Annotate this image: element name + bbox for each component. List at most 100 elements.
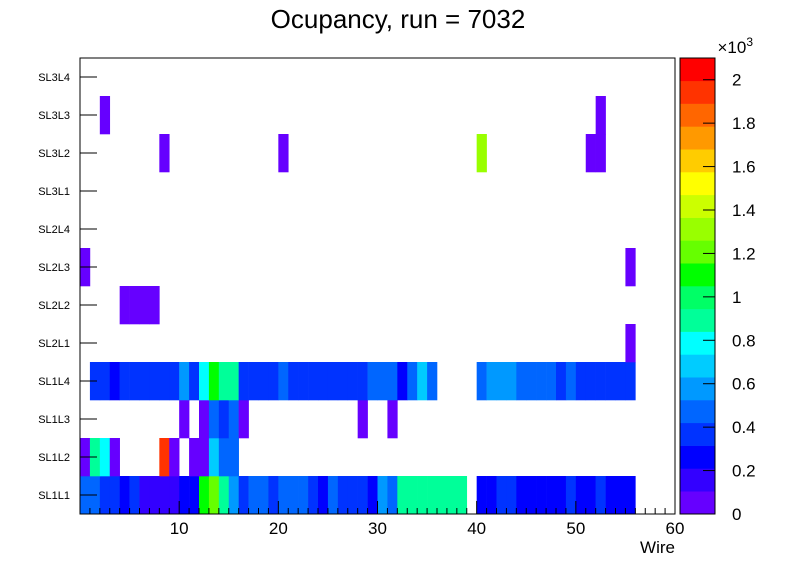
heatmap-cell: [565, 362, 577, 401]
heatmap-cell: [556, 362, 567, 401]
heatmap-cell: [437, 476, 448, 515]
x-tick-label: 60: [666, 519, 685, 538]
heatmap-cell: [109, 438, 120, 477]
heatmap-cell: [417, 362, 428, 401]
heatmap-cell: [129, 362, 140, 401]
heatmap-cell: [585, 476, 596, 515]
heatmap-cell: [159, 134, 170, 173]
heatmap-cell: [496, 362, 507, 401]
heatmap-cell: [179, 476, 190, 515]
heatmap-cell: [298, 362, 309, 401]
y-tick-label: SL2L3: [38, 262, 70, 274]
heatmap-cell: [149, 286, 160, 325]
heatmap-cell: [199, 400, 210, 439]
heatmap-cell: [585, 134, 596, 173]
x-tick-label: 40: [467, 519, 486, 538]
x-tick-label: 10: [170, 519, 189, 538]
z-tick-label: 0.8: [732, 331, 756, 350]
color-scale-segment: [680, 58, 715, 82]
heatmap-cell: [397, 476, 408, 515]
heatmap-cell: [199, 438, 210, 477]
heatmap-cell: [556, 476, 567, 515]
heatmap-cell: [427, 362, 438, 401]
heatmap-cell: [218, 438, 230, 477]
heatmap-cell: [536, 362, 547, 401]
heatmap-cell: [337, 362, 349, 401]
z-tick-label: 0: [732, 505, 741, 524]
color-scale-segment: [680, 354, 715, 378]
heatmap-cell: [446, 476, 458, 515]
heatmap-cell: [298, 476, 309, 515]
x-tick-label: 30: [368, 519, 387, 538]
heatmap-cell: [397, 362, 408, 401]
heatmap-cell: [199, 476, 210, 515]
z-tick-label: 1.6: [732, 158, 756, 177]
heatmap-cell: [625, 362, 636, 401]
heatmap-cell: [417, 476, 428, 515]
heatmap-cell: [119, 286, 130, 325]
heatmap-cell: [615, 476, 626, 515]
heatmap-cell: [129, 286, 140, 325]
y-tick-label: SL2L1: [38, 338, 70, 350]
heatmap-cell: [159, 438, 170, 477]
heatmap-cell: [268, 362, 279, 401]
color-scale-segment: [680, 126, 715, 150]
color-scale-segment: [680, 331, 715, 355]
heatmap-cell: [387, 476, 398, 515]
heatmap-cell: [119, 362, 130, 401]
color-scale-segment: [680, 194, 715, 218]
color-scale-segment: [680, 400, 715, 424]
color-scale-segment: [680, 422, 715, 446]
heatmap-cell: [377, 476, 388, 515]
heatmap-cell: [357, 476, 368, 515]
heatmap-cell: [258, 476, 269, 515]
z-tick-label: 0.4: [732, 418, 756, 437]
heatmap-cell: [357, 400, 368, 439]
heatmap-cell: [526, 476, 537, 515]
z-tick-label: 1.8: [732, 114, 756, 133]
heatmap-cell: [288, 476, 299, 515]
y-tick-label: SL3L4: [38, 72, 70, 84]
heatmap-cell: [427, 476, 438, 515]
heatmap-cell: [575, 362, 587, 401]
heatmap-cell: [595, 96, 606, 135]
heatmap-cell: [367, 476, 378, 515]
heatmap-cells: [80, 96, 636, 515]
heatmap-cell: [536, 476, 547, 515]
x-tick-label: 20: [269, 519, 288, 538]
heatmap-cell: [119, 476, 130, 515]
color-scale-segment: [680, 286, 715, 310]
y-tick-label: SL1L1: [38, 490, 70, 502]
heatmap-cell: [109, 476, 120, 515]
heatmap-cell: [278, 362, 289, 401]
heatmap-cell: [129, 476, 140, 515]
heatmap-cell: [228, 400, 239, 439]
heatmap-cell: [169, 476, 180, 515]
heatmap-cell: [218, 362, 230, 401]
z-tick-label: 2: [732, 71, 741, 90]
heatmap-cell: [159, 476, 170, 515]
heatmap-cell: [99, 362, 111, 401]
heatmap-cell: [318, 476, 329, 515]
heatmap-cell: [278, 134, 289, 173]
heatmap-cell: [99, 96, 111, 135]
y-tick-label: SL1L3: [38, 414, 70, 426]
heatmap-cell: [169, 362, 180, 401]
color-scale-frame: [679, 57, 716, 515]
x-axis-title: Wire: [640, 538, 675, 557]
color-scale-segment: [680, 240, 715, 264]
color-scale-segment: [680, 80, 715, 104]
y-tick-label: SL3L3: [38, 110, 70, 122]
heatmap-cell: [407, 476, 418, 515]
heatmap-cell: [208, 476, 220, 515]
heatmap-cell: [208, 400, 220, 439]
color-scale-segment: [680, 172, 715, 196]
heatmap-cell: [595, 134, 606, 173]
color-scale-segment: [680, 377, 715, 401]
color-scale-segment: [680, 491, 715, 515]
heatmap-cell: [139, 476, 150, 515]
heatmap-cell: [605, 362, 616, 401]
heatmap-cell: [189, 476, 200, 515]
